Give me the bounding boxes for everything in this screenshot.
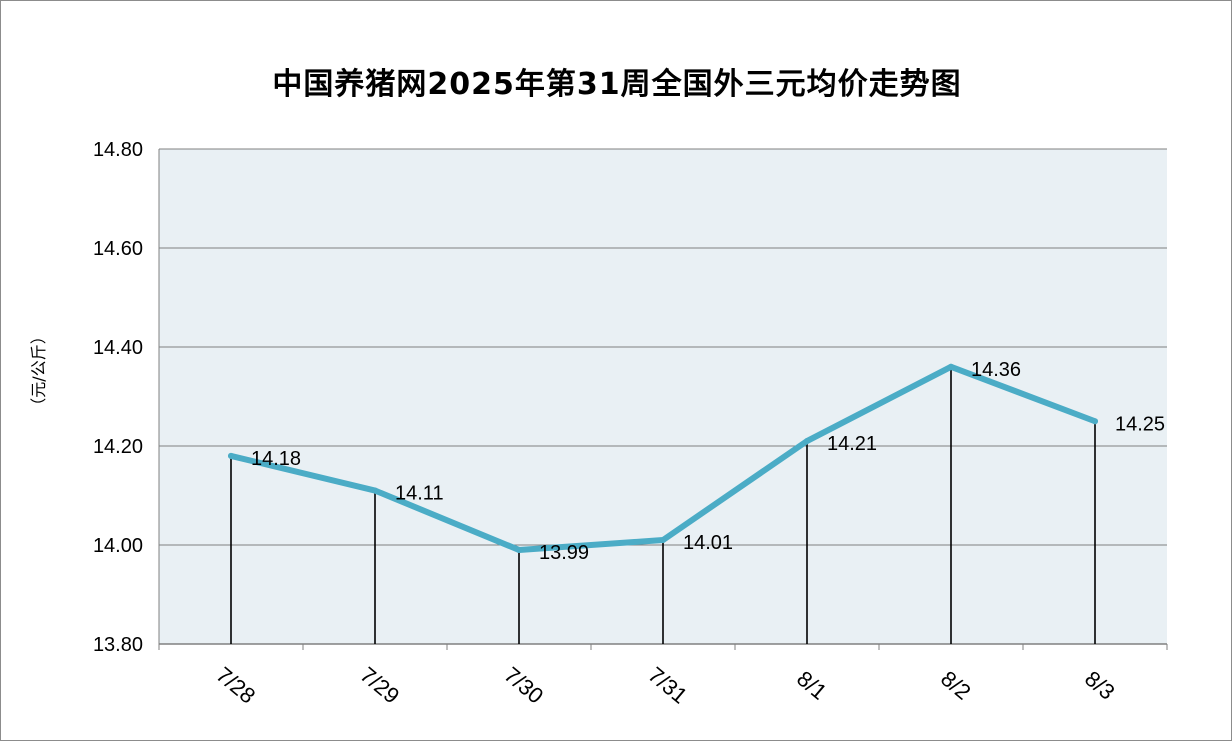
x-tick-label: 8/2 — [936, 666, 976, 705]
y-tick-label: 14.00 — [93, 535, 143, 557]
chart-title: 中国养猪网2025年第31周全国外三元均价走势图 — [272, 67, 962, 102]
x-tick-label: 8/3 — [1080, 666, 1120, 705]
y-tick-label: 14.40 — [93, 337, 143, 359]
data-point — [948, 363, 954, 370]
data-label: 14.36 — [971, 359, 1021, 381]
data-label: 14.11 — [395, 483, 444, 505]
x-tick-label: 8/1 — [792, 666, 832, 705]
data-label: 14.25 — [1115, 413, 1165, 435]
x-tick-label: 7/28 — [211, 662, 260, 709]
data-label: 14.01 — [683, 532, 733, 554]
data-point — [804, 438, 810, 445]
x-tick-label: 7/31 — [643, 662, 692, 709]
data-label: 14.18 — [251, 448, 301, 470]
y-tick-label: 13.80 — [93, 634, 143, 656]
data-label: 13.99 — [539, 542, 589, 564]
data-label: 14.21 — [827, 433, 877, 455]
x-tick-label: 7/29 — [355, 662, 404, 709]
y-tick-label: 14.20 — [93, 436, 143, 458]
y-tick-label: 14.80 — [93, 139, 143, 161]
data-point — [516, 546, 522, 553]
data-point — [660, 537, 666, 544]
y-tick-label: 14.60 — [93, 238, 143, 260]
data-point — [372, 487, 378, 494]
data-point — [1092, 418, 1098, 425]
data-point — [228, 452, 234, 459]
x-tick-label: 7/30 — [499, 662, 548, 709]
